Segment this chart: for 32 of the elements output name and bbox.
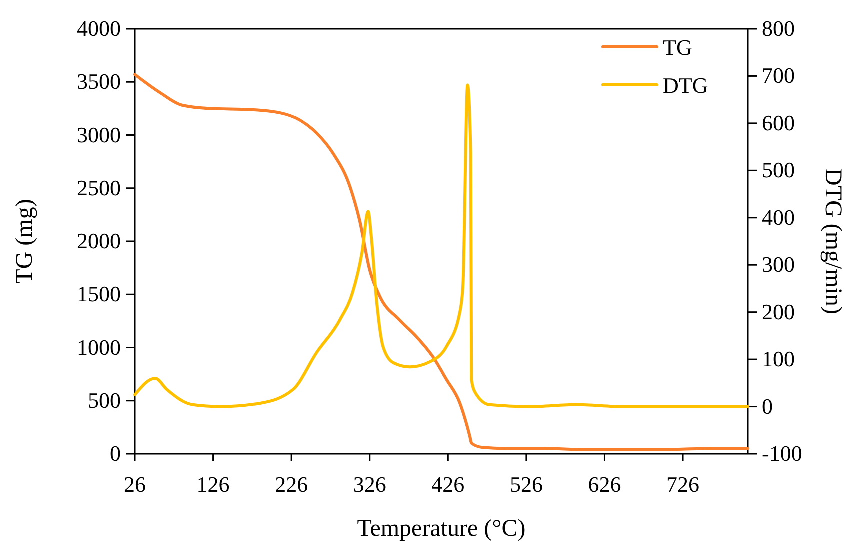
y2-tick-label: 300 xyxy=(762,252,795,278)
y2-tick-label: -100 xyxy=(762,441,802,466)
y-tick-label: 2000 xyxy=(77,228,121,254)
y2-tick-label: 800 xyxy=(762,16,795,41)
y2-tick-label: 400 xyxy=(762,204,795,230)
y2-tick-label: 600 xyxy=(762,110,795,136)
y-tick-label: 500 xyxy=(88,388,121,413)
y-tick-label: 1500 xyxy=(77,282,121,307)
y-axis-title: TG (mg) xyxy=(12,199,38,284)
y2-tick-label: 100 xyxy=(762,346,795,372)
y-tick-label: 1000 xyxy=(77,334,121,360)
x-tick-label: 326 xyxy=(353,472,386,497)
x-tick-label: 226 xyxy=(275,472,308,497)
y-tick-label: 2500 xyxy=(77,175,121,200)
x-axis-title: Temperature (°C) xyxy=(357,516,526,541)
x-tick-label: 626 xyxy=(588,472,622,497)
y2-axis-title: DTG (mg/min) xyxy=(820,168,846,314)
x-tick-label: 26 xyxy=(124,472,146,497)
y-tick-label: 0 xyxy=(110,441,121,466)
x-tick-label: 526 xyxy=(510,472,543,497)
y-tick-label: 4000 xyxy=(77,16,121,41)
x-tick-label: 426 xyxy=(432,472,465,497)
y2-tick-label: 700 xyxy=(762,63,795,88)
y2-tick-label: 0 xyxy=(762,394,773,419)
legend-label: DTG xyxy=(663,73,708,98)
legend-label: TG xyxy=(663,35,692,60)
y2-tick-label: 500 xyxy=(762,158,795,183)
y-tick-label: 3500 xyxy=(77,69,121,94)
y-tick-label: 3000 xyxy=(77,122,121,148)
y2-tick-label: 200 xyxy=(762,299,795,324)
x-tick-label: 726 xyxy=(666,472,700,497)
x-tick-label: 126 xyxy=(196,472,230,497)
